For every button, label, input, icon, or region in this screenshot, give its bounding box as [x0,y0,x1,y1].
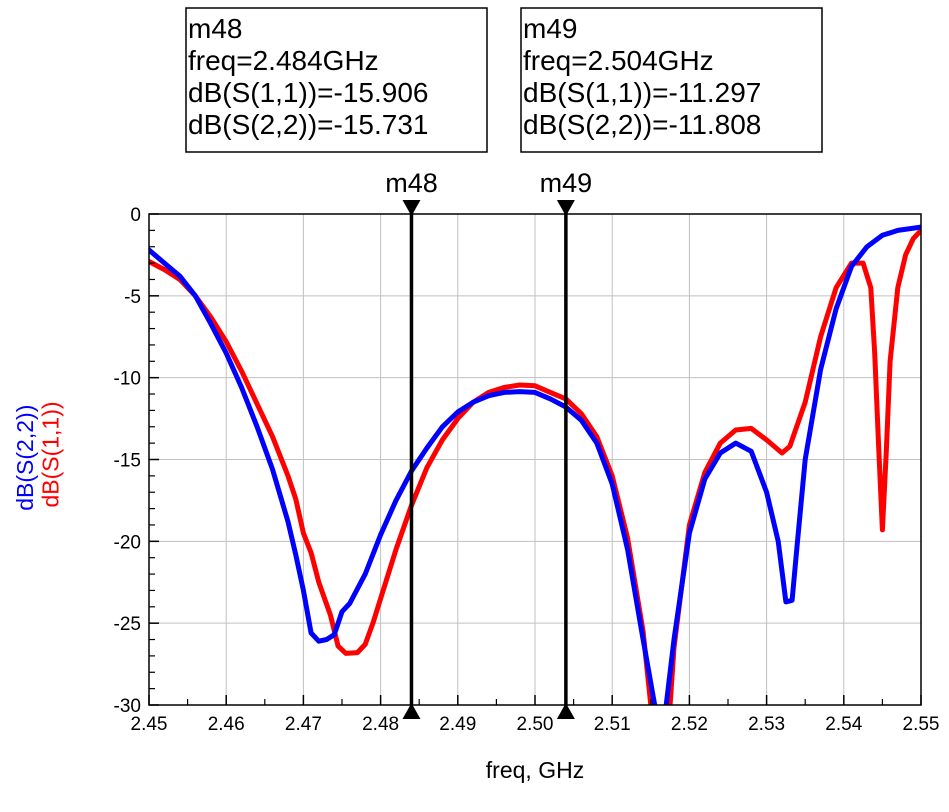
x-axis-label: freq, GHz [486,757,584,783]
m48-readout-line: freq=2.484GHz [188,45,379,76]
marker-layer: m48m48freq=2.484GHzdB(S(1,1))=-15.906dB(… [185,7,823,719]
m49-readout-line: freq=2.504GHz [523,45,714,76]
m49-readout-box [520,7,823,153]
y-tick-label: -10 [114,369,141,390]
m48-bottom-triangle [402,703,421,719]
tick-layer [148,213,922,706]
m48-readout-line: dB(S(2,2))=-15.731 [188,109,428,140]
x-tick-label: 2.54 [825,714,862,735]
y-tick-label: -20 [114,532,141,553]
x-tick-label: 2.55 [903,714,940,735]
y-tick-label: -25 [114,614,141,635]
s22-curve [663,224,921,705]
m49-label: m49 [540,168,593,198]
m48-top-triangle [402,200,421,216]
x-tick-label: 2.52 [671,714,708,735]
m48-readout-line: m48 [188,13,242,44]
m49-top-triangle [556,200,575,216]
y-tick-label: 0 [130,205,141,226]
x-tick-label: 2.48 [362,714,399,735]
x-tick-label: 2.49 [439,714,476,735]
m49-readout-line: dB(S(1,1))=-11.297 [523,77,761,108]
x-tick-label: 2.47 [285,714,322,735]
m48-label: m48 [385,168,438,198]
m49-readout-line: dB(S(2,2))=-11.808 [523,109,761,140]
x-tick-label: 2.53 [748,714,785,735]
s22-curve [149,247,658,705]
x-tick-label: 2.51 [594,714,631,735]
m49-bottom-triangle [556,703,575,719]
y-tick-label: -30 [114,696,141,717]
x-tick-labels: 2.45 2.46 2.47 2.48 2.49 2.50 2.51 2.52 2.53 2.54… [131,714,940,735]
y-tick-label: -5 [124,287,141,308]
m48-readout-line: dB(S(1,1))=-15.906 [188,77,428,108]
s11-curve [667,227,921,705]
s11-curve [149,259,654,705]
x-tick-label: 2.46 [208,714,245,735]
y-axis-label-s22: dB(S(2,2)) [12,405,38,511]
x-tick-label: 2.50 [517,714,554,735]
series-layer [149,224,921,705]
y-tick-labels: 0 -5 -10 -15 -20 -25 -30 [114,205,141,717]
x-tick-label: 2.45 [131,714,168,735]
y-axis-label: dB(S(2,2)) dB(S(1,1)) [12,398,63,510]
m49-readout-line: m49 [523,13,577,44]
m48-readout-box [185,7,488,153]
y-tick-label: -15 [114,451,141,472]
y-axis-label-s11: dB(S(1,1)) [37,401,63,507]
